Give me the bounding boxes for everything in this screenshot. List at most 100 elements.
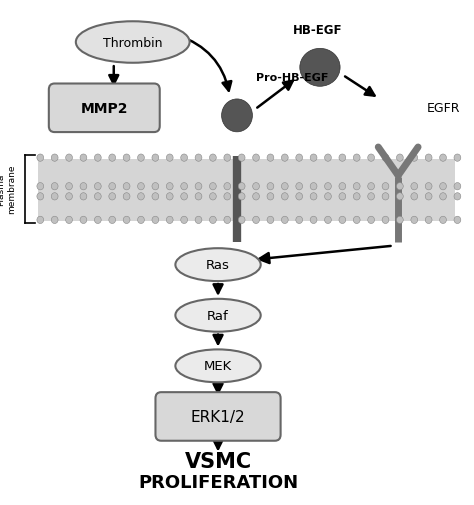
Ellipse shape bbox=[454, 217, 461, 224]
Ellipse shape bbox=[238, 155, 245, 162]
Ellipse shape bbox=[339, 193, 346, 200]
Ellipse shape bbox=[195, 193, 202, 200]
Text: PROLIFERATION: PROLIFERATION bbox=[138, 473, 298, 491]
FancyBboxPatch shape bbox=[49, 84, 160, 133]
Ellipse shape bbox=[224, 193, 231, 200]
Ellipse shape bbox=[353, 193, 360, 200]
Text: MEK: MEK bbox=[204, 360, 232, 373]
Ellipse shape bbox=[37, 217, 44, 224]
Ellipse shape bbox=[253, 217, 259, 224]
Ellipse shape bbox=[396, 155, 403, 162]
Ellipse shape bbox=[51, 155, 58, 162]
Ellipse shape bbox=[282, 217, 288, 224]
Ellipse shape bbox=[137, 155, 145, 162]
Ellipse shape bbox=[440, 183, 447, 190]
Ellipse shape bbox=[66, 155, 73, 162]
Ellipse shape bbox=[109, 193, 116, 200]
Ellipse shape bbox=[94, 193, 101, 200]
Ellipse shape bbox=[267, 183, 274, 190]
Ellipse shape bbox=[296, 183, 302, 190]
Ellipse shape bbox=[181, 217, 188, 224]
Ellipse shape bbox=[51, 193, 58, 200]
Ellipse shape bbox=[109, 217, 116, 224]
Ellipse shape bbox=[425, 183, 432, 190]
Ellipse shape bbox=[123, 183, 130, 190]
Ellipse shape bbox=[94, 155, 101, 162]
Ellipse shape bbox=[325, 193, 331, 200]
Ellipse shape bbox=[37, 155, 44, 162]
Ellipse shape bbox=[238, 217, 245, 224]
Ellipse shape bbox=[310, 183, 317, 190]
Ellipse shape bbox=[411, 183, 418, 190]
Ellipse shape bbox=[425, 155, 432, 162]
Ellipse shape bbox=[411, 217, 418, 224]
Ellipse shape bbox=[382, 155, 389, 162]
Ellipse shape bbox=[411, 193, 418, 200]
Ellipse shape bbox=[181, 183, 188, 190]
Ellipse shape bbox=[210, 217, 216, 224]
Ellipse shape bbox=[454, 155, 461, 162]
Ellipse shape bbox=[238, 193, 245, 200]
Ellipse shape bbox=[66, 183, 73, 190]
Ellipse shape bbox=[267, 155, 274, 162]
Ellipse shape bbox=[382, 193, 389, 200]
Ellipse shape bbox=[181, 155, 188, 162]
Ellipse shape bbox=[166, 193, 173, 200]
FancyBboxPatch shape bbox=[38, 189, 455, 222]
Ellipse shape bbox=[123, 155, 130, 162]
Ellipse shape bbox=[94, 217, 101, 224]
Ellipse shape bbox=[166, 183, 173, 190]
Ellipse shape bbox=[325, 217, 331, 224]
Ellipse shape bbox=[80, 217, 87, 224]
Ellipse shape bbox=[224, 155, 231, 162]
Ellipse shape bbox=[368, 193, 374, 200]
Ellipse shape bbox=[339, 183, 346, 190]
Ellipse shape bbox=[210, 193, 216, 200]
Ellipse shape bbox=[325, 183, 331, 190]
Ellipse shape bbox=[396, 183, 403, 190]
Ellipse shape bbox=[267, 193, 274, 200]
Ellipse shape bbox=[123, 217, 130, 224]
Ellipse shape bbox=[282, 155, 288, 162]
Ellipse shape bbox=[296, 217, 302, 224]
Ellipse shape bbox=[221, 99, 252, 132]
FancyBboxPatch shape bbox=[38, 160, 455, 192]
Text: Pro-HB-EGF: Pro-HB-EGF bbox=[256, 73, 328, 83]
Ellipse shape bbox=[310, 193, 317, 200]
Ellipse shape bbox=[267, 217, 274, 224]
Ellipse shape bbox=[296, 193, 302, 200]
Ellipse shape bbox=[396, 217, 403, 224]
Text: Raf: Raf bbox=[207, 309, 229, 322]
Ellipse shape bbox=[175, 299, 261, 332]
Ellipse shape bbox=[325, 155, 331, 162]
Ellipse shape bbox=[175, 349, 261, 383]
Ellipse shape bbox=[296, 155, 302, 162]
Ellipse shape bbox=[282, 193, 288, 200]
Ellipse shape bbox=[109, 183, 116, 190]
Ellipse shape bbox=[152, 193, 159, 200]
Ellipse shape bbox=[411, 155, 418, 162]
Ellipse shape bbox=[253, 155, 259, 162]
Ellipse shape bbox=[109, 155, 116, 162]
Ellipse shape bbox=[368, 217, 374, 224]
Text: ERK1/2: ERK1/2 bbox=[191, 409, 246, 424]
Ellipse shape bbox=[353, 217, 360, 224]
Ellipse shape bbox=[310, 155, 317, 162]
Ellipse shape bbox=[195, 183, 202, 190]
Text: HB-EGF: HB-EGF bbox=[293, 24, 342, 37]
Text: MMP2: MMP2 bbox=[81, 102, 128, 116]
Ellipse shape bbox=[166, 155, 173, 162]
Ellipse shape bbox=[66, 217, 73, 224]
Text: Thrombin: Thrombin bbox=[103, 36, 163, 49]
Ellipse shape bbox=[368, 155, 374, 162]
Ellipse shape bbox=[440, 193, 447, 200]
Ellipse shape bbox=[440, 217, 447, 224]
Ellipse shape bbox=[253, 183, 259, 190]
Ellipse shape bbox=[210, 183, 216, 190]
Ellipse shape bbox=[382, 183, 389, 190]
Ellipse shape bbox=[152, 155, 159, 162]
Ellipse shape bbox=[382, 217, 389, 224]
Ellipse shape bbox=[396, 193, 403, 200]
FancyBboxPatch shape bbox=[155, 392, 281, 441]
Text: Plasma
membrane: Plasma membrane bbox=[0, 165, 16, 214]
